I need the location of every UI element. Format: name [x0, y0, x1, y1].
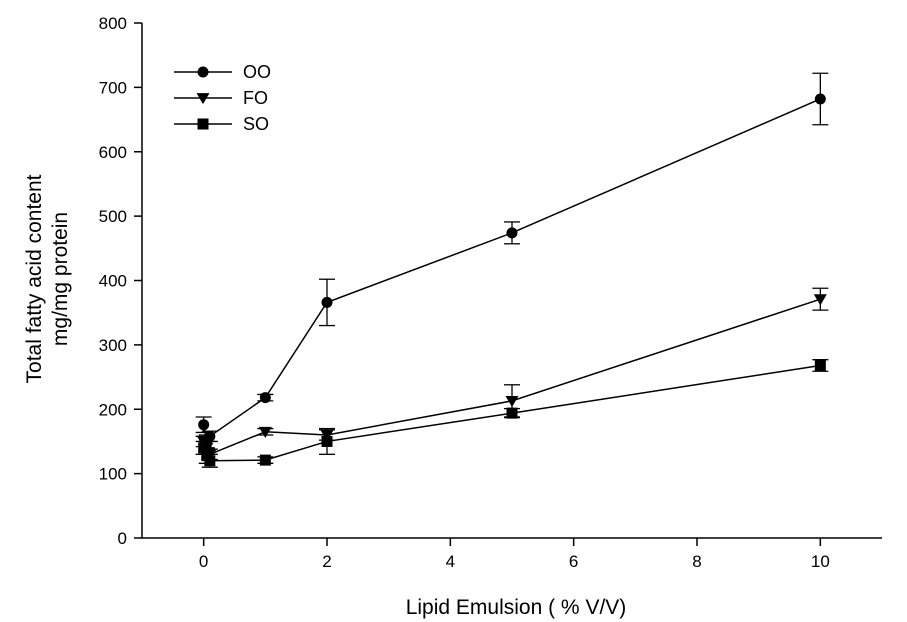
x-tick-label: 2 — [322, 552, 331, 571]
legend-label: FO — [243, 88, 268, 108]
legend-marker — [196, 93, 210, 105]
y-tick-label: 0 — [118, 529, 127, 548]
legend-entry-oo: OO — [174, 62, 271, 82]
data-point — [258, 426, 272, 438]
data-point — [505, 396, 519, 408]
data-point — [506, 407, 518, 419]
y-tick-label: 400 — [99, 272, 127, 291]
data-point — [321, 435, 333, 447]
y-axis-label-line-1: Total fatty acid content — [23, 174, 46, 383]
data-point — [321, 296, 333, 308]
x-tick-label: 4 — [446, 552, 455, 571]
data-point — [506, 227, 518, 239]
legend-marker — [197, 118, 209, 130]
x-tick-label: 10 — [811, 552, 830, 571]
legend-entry-fo: FO — [174, 88, 268, 108]
legend-label: SO — [243, 114, 269, 134]
x-tick-label: 8 — [692, 552, 701, 571]
y-tick-label: 300 — [99, 336, 127, 355]
data-point — [204, 455, 216, 467]
x-tick-label: 0 — [199, 552, 208, 571]
x-axis-ticks: 0 2 4 6 8 10 — [199, 538, 830, 571]
data-point — [259, 454, 271, 466]
series-so — [195, 359, 829, 468]
y-tick-label: 200 — [99, 400, 127, 419]
y-tick-label: 100 — [99, 465, 127, 484]
y-tick-label: 700 — [99, 78, 127, 97]
series-line — [202, 298, 821, 456]
y-tick-label: 500 — [99, 207, 127, 226]
x-tick-label: 6 — [569, 552, 578, 571]
x-axis-label: Lipid Emulsion ( % V/V) — [406, 596, 627, 619]
data-point — [259, 392, 271, 404]
y-tick-label: 800 — [99, 14, 127, 33]
legend: OO FO SO — [174, 62, 271, 134]
series-fo — [195, 287, 829, 461]
y-axis-label-line-2: mg/mg protein — [49, 212, 72, 346]
data-point — [814, 93, 826, 105]
y-tick-label: 600 — [99, 143, 127, 162]
y-axis-label: Total fatty acid content mg/mg protein — [23, 174, 72, 383]
legend-label: OO — [243, 62, 271, 82]
data-point — [813, 294, 827, 306]
series-layer — [195, 72, 829, 468]
legend-entry-so: SO — [174, 114, 269, 134]
data-point — [198, 419, 210, 431]
legend-marker — [197, 66, 209, 78]
y-axis-ticks: 0 100 200 300 400 500 600 700 800 — [99, 14, 142, 548]
data-point — [814, 359, 826, 371]
